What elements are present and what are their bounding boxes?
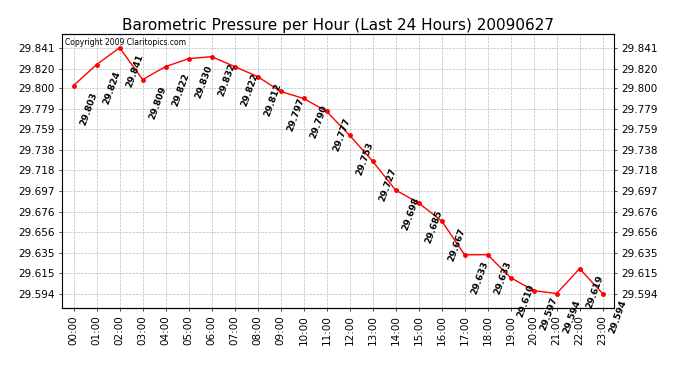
Text: 29.753: 29.753 bbox=[355, 141, 375, 177]
Text: 29.822: 29.822 bbox=[171, 72, 192, 108]
Text: 29.633: 29.633 bbox=[470, 260, 491, 296]
Text: 29.667: 29.667 bbox=[447, 226, 468, 262]
Text: 29.685: 29.685 bbox=[424, 209, 444, 244]
Text: 29.594: 29.594 bbox=[562, 299, 582, 335]
Text: 29.812: 29.812 bbox=[263, 82, 284, 118]
Text: 29.619: 29.619 bbox=[585, 274, 606, 310]
Text: 29.809: 29.809 bbox=[148, 85, 168, 121]
Text: 29.777: 29.777 bbox=[332, 117, 353, 153]
Text: 29.832: 29.832 bbox=[217, 62, 237, 98]
Text: 29.790: 29.790 bbox=[309, 104, 330, 140]
Text: 29.803: 29.803 bbox=[79, 91, 99, 127]
Text: 29.610: 29.610 bbox=[516, 283, 536, 319]
Text: 29.797: 29.797 bbox=[286, 97, 306, 133]
Text: 29.830: 29.830 bbox=[194, 64, 215, 100]
Text: 29.824: 29.824 bbox=[102, 70, 123, 106]
Text: 29.727: 29.727 bbox=[378, 167, 399, 203]
Text: 29.822: 29.822 bbox=[240, 72, 261, 108]
Text: Copyright 2009 Claritopics.com: Copyright 2009 Claritopics.com bbox=[65, 38, 186, 47]
Text: 29.597: 29.597 bbox=[539, 296, 560, 332]
Text: 29.633: 29.633 bbox=[493, 260, 513, 296]
Text: 29.594: 29.594 bbox=[608, 299, 629, 335]
Text: 29.841: 29.841 bbox=[125, 53, 146, 89]
Title: Barometric Pressure per Hour (Last 24 Hours) 20090627: Barometric Pressure per Hour (Last 24 Ho… bbox=[122, 18, 554, 33]
Text: 29.698: 29.698 bbox=[401, 196, 422, 231]
